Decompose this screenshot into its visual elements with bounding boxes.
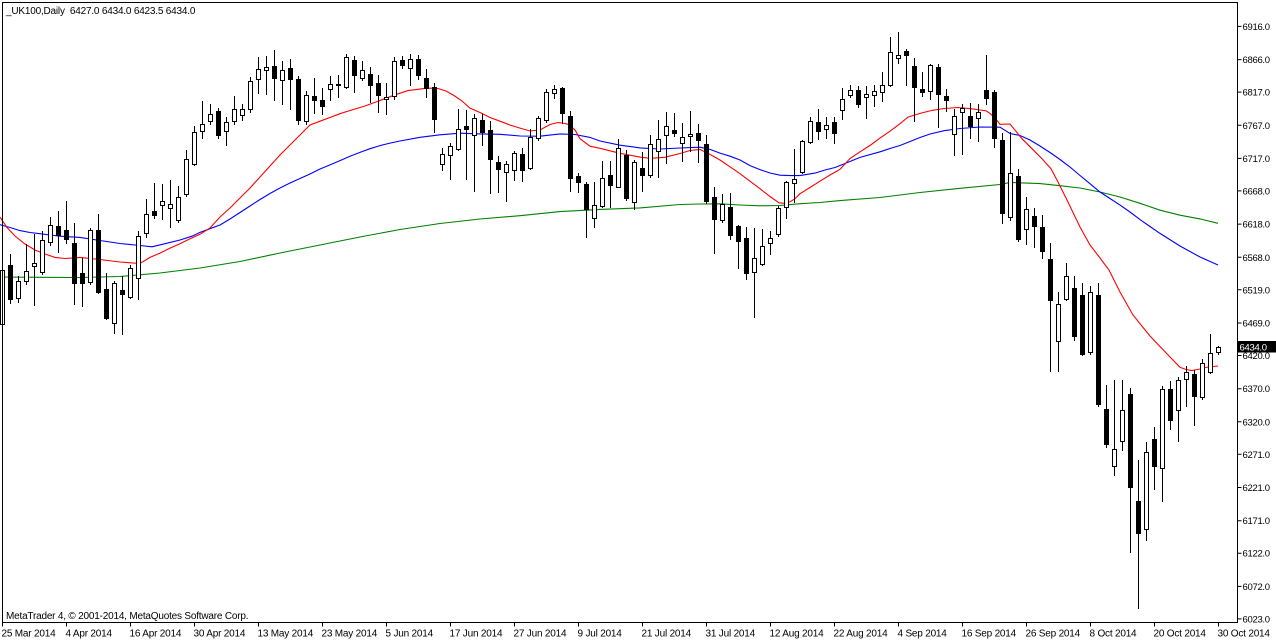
svg-text:6420.0: 6420.0 (1243, 351, 1270, 362)
svg-text:6023.0: 6023.0 (1243, 614, 1270, 625)
svg-text:22 Aug 2014: 22 Aug 2014 (834, 629, 889, 640)
svg-text:4 Sep 2014: 4 Sep 2014 (898, 629, 948, 640)
svg-text:9 Jul 2014: 9 Jul 2014 (578, 629, 623, 640)
svg-text:30 Oct 2014: 30 Oct 2014 (1218, 629, 1271, 640)
svg-text:6817.0: 6817.0 (1243, 88, 1270, 99)
svg-text:21 Jul 2014: 21 Jul 2014 (642, 629, 692, 640)
svg-text:20 Oct 2014: 20 Oct 2014 (1154, 629, 1207, 640)
svg-text:5 Jun 2014: 5 Jun 2014 (386, 629, 434, 640)
svg-text:6469.0: 6469.0 (1243, 319, 1270, 330)
svg-text:6519.0: 6519.0 (1243, 285, 1270, 296)
svg-text:6320.0: 6320.0 (1243, 417, 1270, 428)
svg-text:6072.0: 6072.0 (1243, 582, 1270, 593)
svg-text:6171.0: 6171.0 (1243, 516, 1270, 527)
svg-text:6866.0: 6866.0 (1243, 55, 1270, 66)
svg-text:13 May 2014: 13 May 2014 (258, 629, 314, 640)
svg-text:16 Apr 2014: 16 Apr 2014 (130, 629, 182, 640)
svg-text:6717.0: 6717.0 (1243, 154, 1270, 165)
svg-text:MetaTrader 4, © 2001-2014, Met: MetaTrader 4, © 2001-2014, MetaQuotes So… (6, 611, 248, 622)
svg-text:12 Aug 2014: 12 Aug 2014 (770, 629, 825, 640)
svg-text:30 Apr 2014: 30 Apr 2014 (194, 629, 246, 640)
svg-text:6568.0: 6568.0 (1243, 253, 1270, 264)
svg-text:_UK100,Daily 6427.0 6434.0 64: _UK100,Daily 6427.0 6434.0 6423.5 6434.0 (5, 6, 196, 17)
svg-text:6434.0: 6434.0 (1240, 343, 1267, 354)
svg-text:8 Oct 2014: 8 Oct 2014 (1090, 629, 1138, 640)
svg-text:6122.0: 6122.0 (1243, 549, 1270, 560)
svg-text:23 May 2014: 23 May 2014 (322, 629, 378, 640)
svg-text:4 Apr 2014: 4 Apr 2014 (66, 629, 113, 640)
svg-text:16 Sep 2014: 16 Sep 2014 (962, 629, 1017, 640)
svg-text:25 Mar 2014: 25 Mar 2014 (2, 629, 57, 640)
svg-text:6221.0: 6221.0 (1243, 483, 1270, 494)
svg-text:6668.0: 6668.0 (1243, 186, 1270, 197)
svg-text:6916.0: 6916.0 (1243, 22, 1270, 33)
svg-text:31 Jul 2014: 31 Jul 2014 (706, 629, 756, 640)
svg-text:27 Jun 2014: 27 Jun 2014 (514, 629, 567, 640)
svg-text:6767.0: 6767.0 (1243, 121, 1270, 132)
svg-text:17 Jun 2014: 17 Jun 2014 (450, 629, 503, 640)
svg-text:6370.0: 6370.0 (1243, 384, 1270, 395)
svg-text:26 Sep 2014: 26 Sep 2014 (1026, 629, 1081, 640)
svg-text:6618.0: 6618.0 (1243, 220, 1270, 231)
svg-text:6271.0: 6271.0 (1243, 450, 1270, 461)
